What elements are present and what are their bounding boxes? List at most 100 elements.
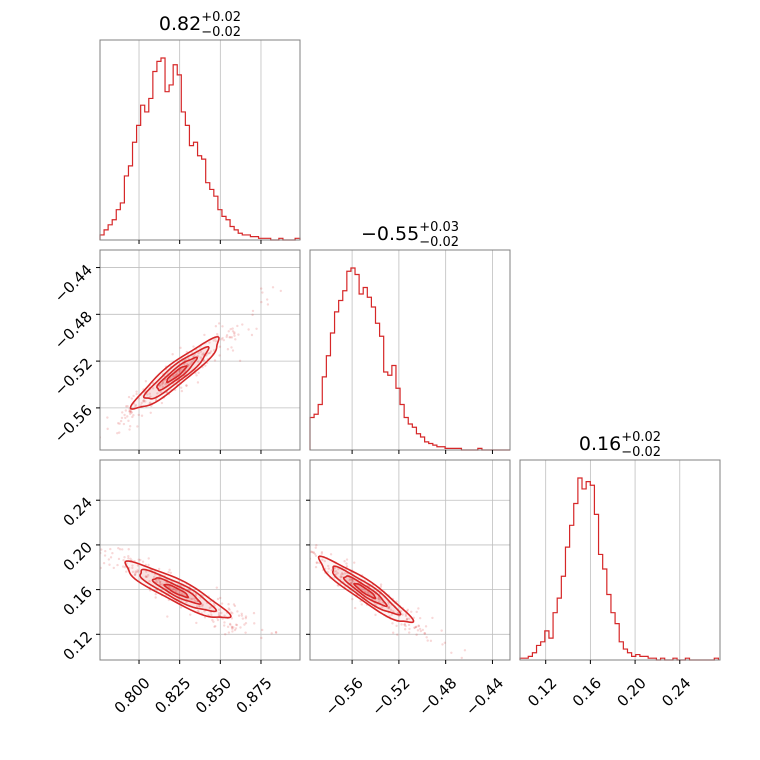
- scatter-point: [48, 523, 50, 525]
- scatter-point: [127, 395, 131, 399]
- scatter-point: [413, 626, 416, 630]
- scatter-point: [111, 551, 114, 555]
- scatter-point: [463, 649, 467, 652]
- scatter-point: [149, 401, 152, 404]
- scatter-point: [169, 571, 173, 574]
- density-contour: [166, 365, 188, 384]
- scatter-point: [136, 564, 140, 567]
- scatter-point: [88, 429, 90, 431]
- density-contour: [163, 583, 190, 599]
- scatter-point: [339, 575, 342, 578]
- scatter-panel-2-1: [258, 459, 511, 664]
- scatter-point: [106, 427, 109, 431]
- scatter-point: [118, 431, 121, 434]
- scatter-point: [123, 556, 126, 559]
- scatter-point: [237, 333, 240, 336]
- scatter-point: [223, 614, 226, 617]
- scatter-point: [295, 536, 297, 538]
- scatter-point: [414, 625, 418, 629]
- scatter-point: [97, 435, 99, 437]
- scatter-point: [219, 596, 222, 600]
- scatter-point: [202, 352, 205, 355]
- scatter-point: [196, 609, 200, 612]
- scatter-point: [187, 364, 190, 367]
- scatter-point: [261, 628, 264, 632]
- scatter-point: [345, 558, 349, 561]
- scatter-point: [119, 419, 123, 423]
- scatter-point: [160, 401, 164, 405]
- scatter-point: [157, 567, 161, 571]
- scatter-point: [389, 608, 393, 612]
- scatter-point: [135, 570, 138, 574]
- scatter-point: [315, 561, 319, 564]
- scatter-point: [401, 613, 404, 616]
- scatter-point: [211, 618, 214, 622]
- scatter-point: [126, 415, 129, 418]
- scatter-point: [391, 622, 394, 625]
- scatter-point: [231, 330, 235, 333]
- scatter-point: [221, 336, 224, 340]
- scatter-point: [396, 633, 399, 636]
- scatter-point: [123, 566, 127, 569]
- scatter-point: [134, 403, 138, 407]
- scatter-point: [208, 341, 211, 344]
- scatter-point: [403, 628, 407, 631]
- scatter-point: [339, 575, 343, 579]
- scatter-point: [94, 552, 96, 554]
- scatter-point: [460, 656, 463, 660]
- scatter-point: [258, 508, 260, 510]
- scatter-point: [228, 608, 231, 611]
- scatter-point: [125, 405, 128, 408]
- scatter-point: [241, 617, 245, 620]
- scatter-point: [359, 600, 362, 603]
- title-plus: +0.03: [419, 220, 459, 235]
- scatter-point: [227, 631, 231, 634]
- scatter-point: [131, 564, 134, 567]
- scatter-point: [345, 565, 349, 568]
- scatter-point: [155, 578, 158, 582]
- scatter-point: [223, 621, 226, 624]
- scatter-point: [203, 333, 206, 337]
- scatter-point: [118, 422, 121, 425]
- scatter-point: [193, 599, 197, 603]
- scatter-point: [128, 410, 132, 414]
- scatter-point: [431, 616, 434, 620]
- scatter-point: [429, 639, 433, 643]
- x-tick-label: 0.20: [613, 674, 649, 710]
- scatter-point: [217, 322, 221, 325]
- scatter-point: [151, 387, 155, 390]
- scatter-point: [157, 578, 161, 581]
- scatter-point: [231, 327, 234, 330]
- scatter-point: [165, 581, 168, 585]
- scatter-point: [351, 580, 354, 584]
- scatter-point: [137, 558, 140, 561]
- histogram-0: [99, 57, 301, 241]
- title-minus: −0.02: [419, 235, 459, 250]
- scatter-point: [417, 624, 420, 627]
- y-tick-label: −0.52: [51, 354, 96, 399]
- scatter-point: [131, 570, 135, 574]
- x-tick-label: 0.850: [192, 674, 235, 717]
- scatter-point: [160, 383, 164, 386]
- scatter-point: [404, 613, 408, 616]
- scatter-point: [223, 624, 226, 627]
- scatter-point: [261, 291, 264, 294]
- scatter-point: [412, 616, 416, 619]
- scatter-point: [252, 611, 256, 615]
- scatter-point: [230, 336, 234, 339]
- scatter-point: [260, 636, 263, 640]
- scatter-point: [415, 625, 418, 629]
- scatter-point: [415, 610, 418, 614]
- scatter-point: [152, 575, 156, 579]
- scatter-point: [174, 589, 178, 592]
- scatter-point: [230, 611, 233, 614]
- scatter-point: [227, 607, 230, 610]
- scatter-point: [340, 572, 344, 575]
- scatter-point: [378, 598, 381, 601]
- scatter-point: [274, 631, 278, 634]
- y-tick-label: 0.12: [60, 628, 96, 664]
- scatter-point: [312, 551, 315, 554]
- scatter-point: [141, 560, 145, 563]
- scatter-point: [207, 352, 211, 355]
- scatter-point: [233, 334, 236, 338]
